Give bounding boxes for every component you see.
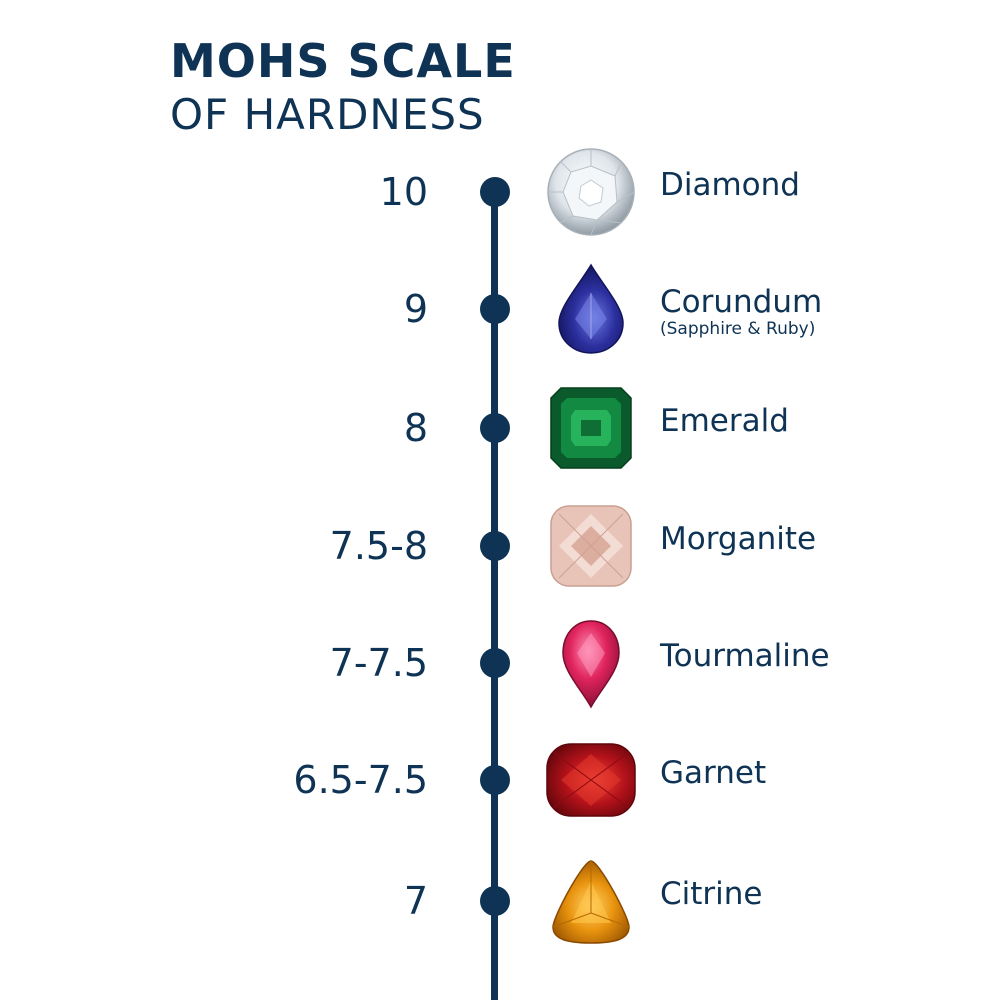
- mineral-name: Tourmaline: [660, 638, 830, 674]
- mineral-label: Tourmaline: [660, 641, 830, 672]
- mineral-label: Emerald: [660, 406, 789, 437]
- mineral-label: Corundum (Sapphire & Ruby): [660, 287, 822, 338]
- mineral-label: Morganite: [660, 524, 816, 555]
- hardness-value: 10: [379, 170, 428, 214]
- mineral-name: Diamond: [660, 167, 800, 203]
- title-line-2: OF HARDNESS: [170, 90, 485, 139]
- scale-marker-dot: [480, 177, 510, 207]
- mineral-label: Diamond: [660, 170, 800, 201]
- mineral-name: Citrine: [660, 876, 763, 912]
- mineral-name: Morganite: [660, 521, 817, 557]
- scale-marker-dot: [480, 765, 510, 795]
- emerald-icon: [545, 382, 637, 474]
- hardness-value: 8: [403, 406, 428, 450]
- mineral-name: Corundum: [660, 284, 823, 320]
- mineral-label: Citrine: [660, 879, 763, 910]
- mineral-label: Garnet: [660, 758, 766, 789]
- diamond-icon: [545, 146, 637, 238]
- citrine-icon: [545, 855, 637, 947]
- morganite-icon: [545, 500, 637, 592]
- title-line-1: MOHS SCALE: [170, 34, 516, 88]
- scale-marker-dot: [480, 531, 510, 561]
- tourmaline-icon: [545, 617, 637, 709]
- hardness-value: 6.5-7.5: [293, 758, 428, 802]
- mineral-name: Emerald: [660, 403, 789, 439]
- mineral-note: (Sapphire & Ruby): [660, 319, 816, 339]
- hardness-value: 7-7.5: [329, 641, 428, 685]
- hardness-value: 7.5-8: [329, 524, 428, 568]
- scale-marker-dot: [480, 648, 510, 678]
- mineral-name: Garnet: [660, 755, 767, 791]
- scale-marker-dot: [480, 886, 510, 916]
- scale-marker-dot: [480, 413, 510, 443]
- sapphire-icon: [545, 263, 637, 355]
- scale-marker-dot: [480, 294, 510, 324]
- hardness-value: 9: [403, 287, 428, 331]
- scale-axis-line: [491, 192, 498, 1000]
- garnet-icon: [545, 734, 637, 826]
- page-title: MOHS SCALE OF HARDNESS: [170, 38, 516, 136]
- hardness-value: 7: [403, 879, 428, 923]
